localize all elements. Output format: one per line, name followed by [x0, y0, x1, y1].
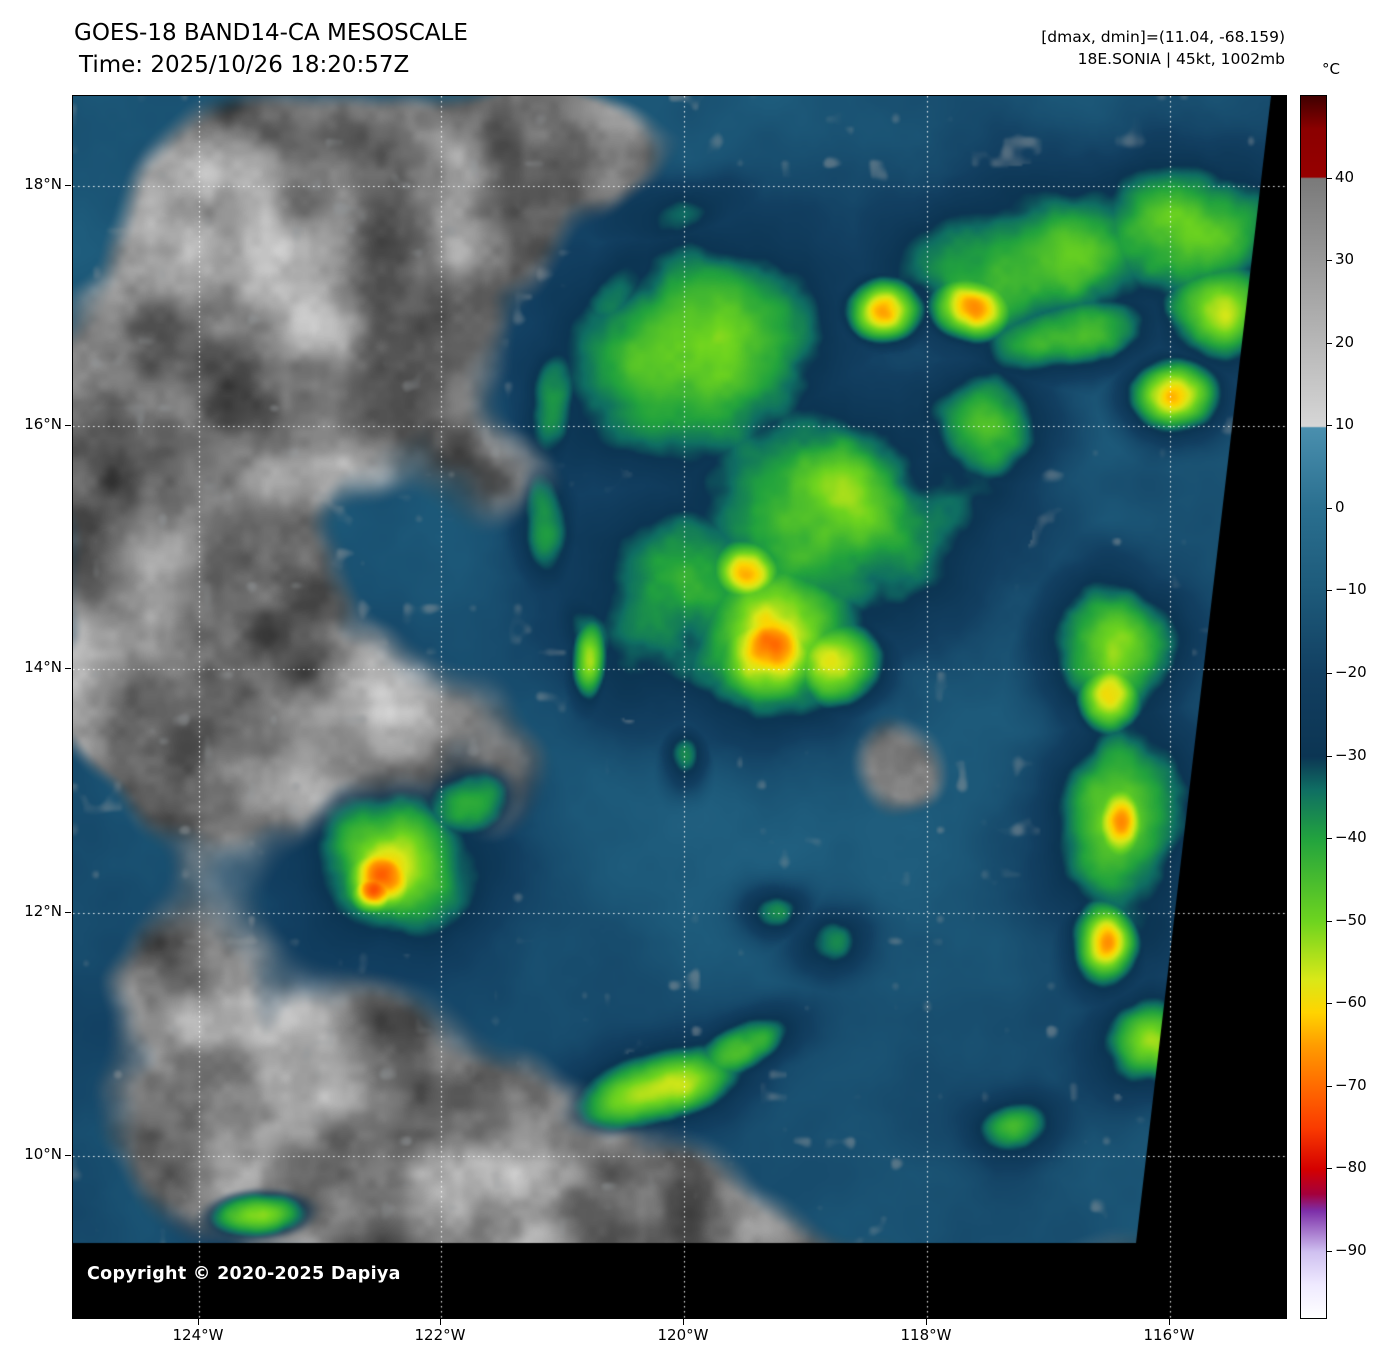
- colorbar-tick-mark: [1327, 672, 1332, 674]
- header-right-block: [dmax, dmin]=(11.04, -68.159) 18E.SONIA …: [1041, 26, 1285, 70]
- lon-grid-label: 118°W: [900, 1326, 952, 1344]
- lon-grid-label: 120°W: [657, 1326, 709, 1344]
- colorbar-tick-label: 0: [1335, 497, 1345, 516]
- map-plot-area: Copyright © 2020-2025 Dapiya: [72, 95, 1287, 1319]
- colorbar-tick-mark: [1327, 1250, 1332, 1252]
- colorbar-tick-label: −40: [1335, 828, 1367, 847]
- colorbar-tick-label: −50: [1335, 910, 1367, 929]
- lat-grid-label: 14°N: [24, 658, 62, 676]
- colorbar-tick-label: −60: [1335, 993, 1367, 1012]
- colorbar-tick-mark: [1327, 342, 1332, 344]
- lat-grid-label: 16°N: [24, 415, 62, 433]
- lat-tick-mark: [65, 185, 71, 186]
- colorbar-tick-mark: [1327, 838, 1332, 840]
- dmax-dmin-readout: [dmax, dmin]=(11.04, -68.159): [1041, 28, 1285, 46]
- colorbar-tick-mark: [1327, 920, 1332, 922]
- colorbar-tick-mark: [1327, 1168, 1332, 1170]
- copyright-watermark: Copyright © 2020-2025 Dapiya: [87, 1264, 401, 1284]
- colorbar-tick-mark: [1327, 755, 1332, 757]
- lon-tick-mark: [198, 1319, 199, 1325]
- lon-tick-mark: [440, 1319, 441, 1325]
- lon-tick-mark: [683, 1319, 684, 1325]
- satellite-ir-image: [73, 96, 1286, 1318]
- colorbar-tick-label: −90: [1335, 1240, 1367, 1259]
- colorbar-unit-label: °C: [1322, 60, 1340, 78]
- colorbar-tick-mark: [1327, 1003, 1332, 1005]
- colorbar: [1300, 95, 1327, 1319]
- lat-tick-mark: [65, 1155, 71, 1156]
- colorbar-tick-mark: [1327, 507, 1332, 509]
- colorbar-tick-label: 20: [1335, 332, 1355, 351]
- colorbar-tick-label: 10: [1335, 415, 1355, 434]
- lon-grid-label: 124°W: [172, 1326, 224, 1344]
- colorbar-tick-mark: [1327, 177, 1332, 179]
- colorbar-tick-label: 40: [1335, 167, 1355, 186]
- lon-tick-mark: [926, 1319, 927, 1325]
- colorbar-tick-label: −80: [1335, 1158, 1367, 1177]
- colorbar-tick-mark: [1327, 425, 1332, 427]
- figure-timestamp: Time: 2025/10/26 18:20:57Z: [79, 52, 410, 78]
- storm-info-readout: 18E.SONIA | 45kt, 1002mb: [1077, 50, 1285, 68]
- colorbar-tick-mark: [1327, 260, 1332, 262]
- figure-title: GOES-18 BAND14-CA MESOSCALE: [74, 20, 468, 46]
- lat-grid-label: 18°N: [24, 175, 62, 193]
- lat-grid-label: 10°N: [24, 1145, 62, 1163]
- colorbar-tick-label: −30: [1335, 745, 1367, 764]
- colorbar-tick-label: 30: [1335, 250, 1355, 269]
- lat-grid-label: 12°N: [24, 902, 62, 920]
- colorbar-tick-mark: [1327, 590, 1332, 592]
- lat-tick-mark: [65, 668, 71, 669]
- lat-tick-mark: [65, 425, 71, 426]
- lon-tick-mark: [1169, 1319, 1170, 1325]
- lon-grid-label: 122°W: [414, 1326, 466, 1344]
- colorbar-tick-label: −20: [1335, 662, 1367, 681]
- colorbar-tick-mark: [1327, 1085, 1332, 1087]
- lon-grid-label: 116°W: [1143, 1326, 1195, 1344]
- colorbar-tick-label: −10: [1335, 580, 1367, 599]
- lat-tick-mark: [65, 912, 71, 913]
- colorbar-tick-label: −70: [1335, 1075, 1367, 1094]
